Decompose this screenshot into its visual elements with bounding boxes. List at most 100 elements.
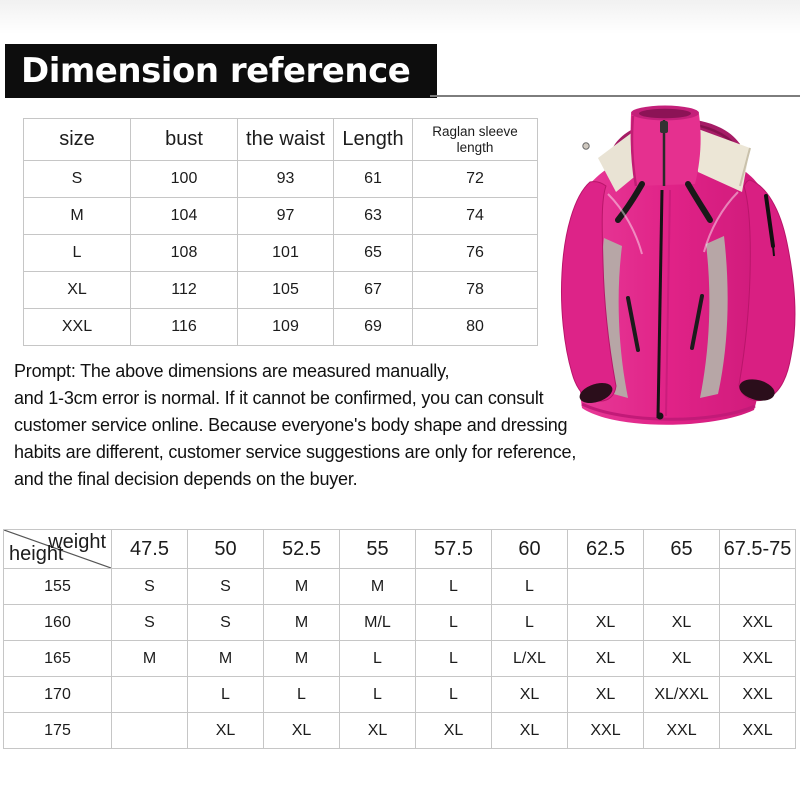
sleeve-cell: 76 [412,234,538,272]
weight-col-header: 60 [491,529,568,569]
size-table-header-sleeve: Raglan sleeve length [412,118,538,161]
fit-table-header-row: weight height 47.5 50 52.5 55 57.5 60 62… [3,529,796,569]
weight-col-header: 62.5 [567,529,644,569]
fit-cell: XL [491,712,568,749]
size-table-row-l: L 108 101 65 76 [23,234,538,272]
size-table-header-bust: bust [130,118,238,161]
fit-cell: XL/XXL [643,676,720,713]
height-cell: 165 [3,640,112,677]
height-cell: 175 [3,712,112,749]
fit-cell [111,712,188,749]
size-table: size bust the waist Length Raglan sleeve… [23,118,538,346]
height-cell: 160 [3,604,112,641]
fit-cell [643,568,720,605]
weight-col-header: 50 [187,529,264,569]
fit-cell: XXL [719,604,796,641]
fit-cell: L [415,640,492,677]
fit-cell: XL [415,712,492,749]
length-cell: 67 [333,271,413,309]
fit-cell: L [415,568,492,605]
size-table-row-m: M 104 97 63 74 [23,197,538,235]
fit-cell: XXL [643,712,720,749]
fit-cell: S [187,568,264,605]
product-photo [552,98,800,438]
corner-height-label: height [9,543,64,565]
sleeve-cell: 72 [412,160,538,198]
fit-cell: XL [643,604,720,641]
size-table-header-length: Length [333,118,413,161]
length-cell: 69 [333,308,413,346]
fit-cell: M [187,640,264,677]
size-cell: M [23,197,131,235]
height-cell: 170 [3,676,112,713]
fit-cell: M [263,568,340,605]
jacket-illustration [560,105,796,425]
fit-cell: S [187,604,264,641]
bust-cell: 104 [130,197,238,235]
size-table-header-waist: the waist [237,118,334,161]
size-table-row-xl: XL 112 105 67 78 [23,271,538,309]
fit-cell: XL [567,640,644,677]
fit-cell: XL [567,676,644,713]
sleeve-cell: 78 [412,271,538,309]
weight-col-header: 67.5-75 [719,529,796,569]
top-strip [0,0,800,34]
size-cell: XXL [23,308,131,346]
fit-table-corner-cell: weight height [3,529,112,569]
bust-cell: 116 [130,308,238,346]
sleeve-cell: 74 [412,197,538,235]
fit-cell: L [339,676,416,713]
length-cell: 61 [333,160,413,198]
fit-cell: L [491,604,568,641]
fit-cell: L [339,640,416,677]
size-table-row-xxl: XXL 116 109 69 80 [23,308,538,346]
weight-col-header: 57.5 [415,529,492,569]
bust-cell: 108 [130,234,238,272]
fit-cell: L [415,604,492,641]
fit-cell: XXL [719,640,796,677]
waist-cell: 109 [237,308,334,346]
fit-cell: M/L [339,604,416,641]
fit-cell [719,568,796,605]
fit-cell: XL [643,640,720,677]
fit-table-row-160: 160 S S M M/L L L XL XL XXL [3,604,796,641]
waist-cell: 97 [237,197,334,235]
fit-cell [567,568,644,605]
fit-table-row-165: 165 M M M L L L/XL XL XL XXL [3,640,796,677]
size-table-row-s: S 100 93 61 72 [23,160,538,198]
weight-col-header: 52.5 [263,529,340,569]
size-table-header-row: size bust the waist Length Raglan sleeve… [23,118,538,161]
fit-cell: L/XL [491,640,568,677]
size-cell: L [23,234,131,272]
size-cell: S [23,160,131,198]
fit-table: weight height 47.5 50 52.5 55 57.5 60 62… [3,529,796,749]
fit-table-row-175: 175 XL XL XL XL XL XXL XXL XXL [3,712,796,749]
fit-cell: S [111,568,188,605]
fit-cell: L [491,568,568,605]
prompt-text: Prompt: The above dimensions are measure… [14,361,577,489]
fit-cell: XXL [719,712,796,749]
height-cell: 155 [3,568,112,605]
diagonal-line [4,530,111,568]
fit-cell: XXL [567,712,644,749]
weight-col-header: 55 [339,529,416,569]
fit-table-row-155: 155 S S M M L L [3,568,796,605]
weight-col-header: 47.5 [111,529,188,569]
fit-cell: L [263,676,340,713]
fit-cell: L [187,676,264,713]
waist-cell: 105 [237,271,334,309]
fit-cell: XL [339,712,416,749]
fit-cell: XL [567,604,644,641]
length-cell: 65 [333,234,413,272]
fit-cell: M [111,640,188,677]
corner-weight-label: weight [48,531,106,553]
fit-cell: XL [263,712,340,749]
fit-cell [111,676,188,713]
page-title: Dimension reference [5,44,437,98]
waist-cell: 101 [237,234,334,272]
waist-cell: 93 [237,160,334,198]
fit-cell: S [111,604,188,641]
weight-col-header: 65 [643,529,720,569]
fit-cell: M [339,568,416,605]
